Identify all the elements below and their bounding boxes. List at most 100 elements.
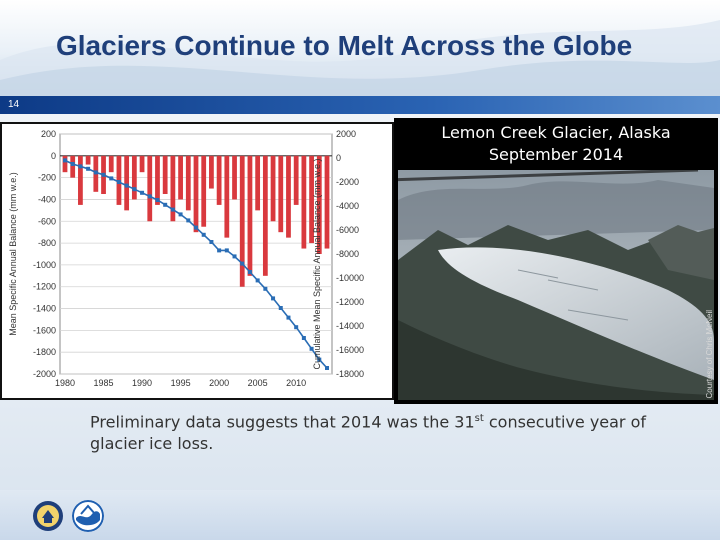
left-y-tick-label: -400	[38, 194, 56, 204]
annual-balance-bar	[147, 155, 153, 222]
body-text-tail: consecutive year of glacier ice loss.	[90, 412, 647, 454]
annual-balance-bar	[155, 155, 160, 205]
cumulative-balance-point	[140, 190, 145, 195]
left-y-axis-label: Mean Specific Annual Balance (mm w.e.)	[8, 172, 18, 336]
annual-balance-bar	[247, 155, 253, 276]
left-y-tick-label: -600	[38, 216, 56, 226]
left-y-tick-label: -1200	[33, 282, 56, 292]
body-text-superscript: st	[474, 413, 484, 424]
left-y-tick-label: 0	[51, 151, 56, 161]
cumulative-balance-point	[93, 170, 98, 175]
cumulative-balance-point	[155, 198, 160, 202]
body-text-main: Preliminary data suggests that 2014 was …	[90, 412, 475, 432]
annual-balance-bar	[293, 155, 299, 205]
cumulative-balance-point	[178, 212, 183, 217]
footer-bar	[0, 490, 720, 540]
cumulative-balance-point	[109, 176, 114, 181]
cumulative-balance-point	[194, 225, 198, 230]
cumulative-balance-point	[247, 270, 252, 274]
annual-balance-bar	[201, 155, 207, 227]
left-y-tick-label: -200	[38, 173, 56, 183]
annual-balance-bar	[232, 155, 237, 200]
annual-balance-bar	[209, 155, 214, 189]
annual-balance-bar	[316, 155, 322, 254]
photo-caption-line2: September 2014	[488, 145, 624, 164]
cumulative-balance-point	[301, 336, 306, 340]
annual-balance-bar	[124, 155, 130, 211]
cumulative-balance-point	[278, 306, 283, 310]
annual-balance-bar	[270, 155, 276, 222]
annual-balance-bar	[70, 155, 76, 178]
photo-credit: Courtesy of Chris McNeil	[705, 309, 714, 398]
annual-balance-bar	[108, 155, 114, 173]
left-y-tick-label: 200	[41, 129, 56, 139]
annual-balance-bar	[62, 155, 68, 173]
chart-svg: 2000-200-400-600-800-1000-1200-1400-1600…	[8, 129, 364, 388]
right-y-tick-label: -16000	[336, 345, 364, 355]
annual-balance-bar	[216, 155, 222, 205]
annual-balance-bar	[301, 155, 307, 249]
annual-balance-bar	[78, 155, 83, 205]
x-tick-label: 1990	[132, 378, 152, 388]
right-y-tick-label: 0	[336, 153, 341, 163]
annual-balance-bar	[224, 155, 230, 238]
right-y-axis-label: Cumulative Mean Specific Annual Balance …	[312, 158, 322, 369]
annual-balance-bar	[170, 155, 176, 222]
x-tick-label: 1980	[55, 378, 75, 388]
x-tick-label: 1985	[94, 378, 114, 388]
annual-balance-bar	[131, 155, 137, 200]
cumulative-balance-point	[63, 158, 67, 163]
left-y-tick-label: -1400	[33, 304, 56, 314]
annual-balance-bar	[193, 155, 199, 233]
title-swoosh-decoration	[0, 20, 720, 96]
left-y-tick-label: -2000	[33, 369, 56, 379]
cumulative-balance-point	[186, 218, 191, 223]
right-y-tick-label: -2000	[336, 177, 359, 187]
cumulative-balance-point	[317, 357, 322, 362]
slide-title: Glaciers Continue to Melt Across the Glo…	[56, 30, 633, 61]
x-tick-label: 2005	[248, 378, 268, 388]
annual-balance-bar	[239, 155, 245, 287]
slide-number: 14	[8, 99, 20, 110]
department-of-commerce-seal-icon	[33, 501, 63, 531]
right-y-tick-label: -4000	[336, 201, 359, 211]
right-y-tick-label: -18000	[336, 369, 364, 379]
cumulative-balance-point	[101, 172, 106, 177]
cumulative-balance-point	[70, 162, 75, 166]
cumulative-balance-point	[163, 202, 168, 207]
cumulative-balance-point	[286, 315, 291, 320]
x-tick-label: 2010	[286, 378, 306, 388]
cumulative-balance-point	[232, 254, 237, 259]
left-y-tick-label: -800	[38, 238, 56, 248]
left-y-tick-label: -1600	[33, 325, 56, 335]
cumulative-balance-point	[255, 278, 260, 283]
header-accent-bar	[0, 96, 720, 114]
glacier-photo	[398, 170, 714, 400]
right-y-tick-label: -10000	[336, 273, 364, 283]
cumulative-balance-point	[309, 346, 314, 351]
cumulative-balance-point	[271, 296, 276, 301]
annual-balance-bar	[255, 155, 261, 211]
annual-balance-bar	[324, 155, 330, 249]
cumulative-balance-point	[147, 194, 152, 199]
annual-balance-bar	[139, 155, 145, 173]
noaa-logo-icon	[72, 500, 104, 532]
annual-balance-bar	[178, 155, 183, 200]
annual-balance-bar	[162, 155, 168, 194]
cumulative-balance-point	[240, 261, 245, 266]
left-y-tick-label: -1800	[33, 347, 56, 357]
x-tick-label: 2000	[209, 378, 229, 388]
annual-balance-bar	[278, 155, 284, 233]
photo-caption-line1: Lemon Creek Glacier, Alaska	[441, 123, 671, 142]
annual-balance-bar	[286, 155, 291, 238]
left-y-tick-label: -1000	[33, 260, 56, 270]
cumulative-balance-point	[116, 180, 121, 184]
glacier-balance-chart: 200 0 -200 -400 -600 -800 -1000 -1200 -1400 -1600…	[0, 122, 394, 400]
right-y-tick-label: -8000	[336, 249, 359, 259]
right-y-tick-label: -14000	[336, 321, 364, 331]
cumulative-balance-point	[263, 286, 268, 291]
cumulative-balance-point	[325, 366, 329, 370]
cumulative-balance-point	[78, 164, 83, 169]
x-tick-label: 1995	[171, 378, 191, 388]
right-y-tick-label: -6000	[336, 225, 359, 235]
